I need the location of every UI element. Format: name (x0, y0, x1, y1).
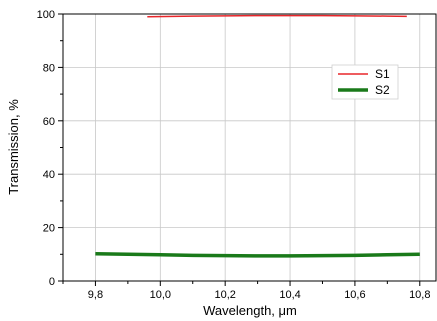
legend-label-s1: S1 (375, 67, 390, 81)
y-tick-label: 0 (49, 276, 55, 288)
x-tick-label: 9,8 (88, 289, 103, 301)
x-axis-title: Wavelength, μm (203, 303, 297, 318)
series-line-s2 (95, 252, 420, 258)
x-tick-label: 10,6 (344, 289, 365, 301)
y-axis-title: Transmission, % (6, 99, 21, 195)
y-tick-label: 80 (43, 62, 55, 74)
legend-box (331, 64, 399, 100)
grid-lines (63, 14, 436, 281)
y-tick-label: 20 (43, 223, 55, 235)
tick-labels: 9,8 10,0 10,2 10,4 10,6 10,8 0 20 40 60 80 100 (37, 9, 431, 301)
series-layer (95, 14, 420, 258)
legend: S1 S2 (331, 64, 399, 100)
x-tick-label: 10,2 (214, 289, 235, 301)
plot-frame (62, 13, 437, 282)
x-tick-label: 10,0 (150, 289, 171, 301)
x-tick-label: 10,4 (279, 289, 300, 301)
y-tick-label: 100 (37, 9, 55, 21)
series-line-s1 (147, 14, 407, 18)
x-tick-label: 10,8 (409, 289, 430, 301)
y-tick-label: 40 (43, 169, 55, 181)
legend-label-s2: S2 (375, 83, 390, 97)
axis-ticks (58, 13, 421, 286)
y-tick-label: 60 (43, 116, 55, 128)
